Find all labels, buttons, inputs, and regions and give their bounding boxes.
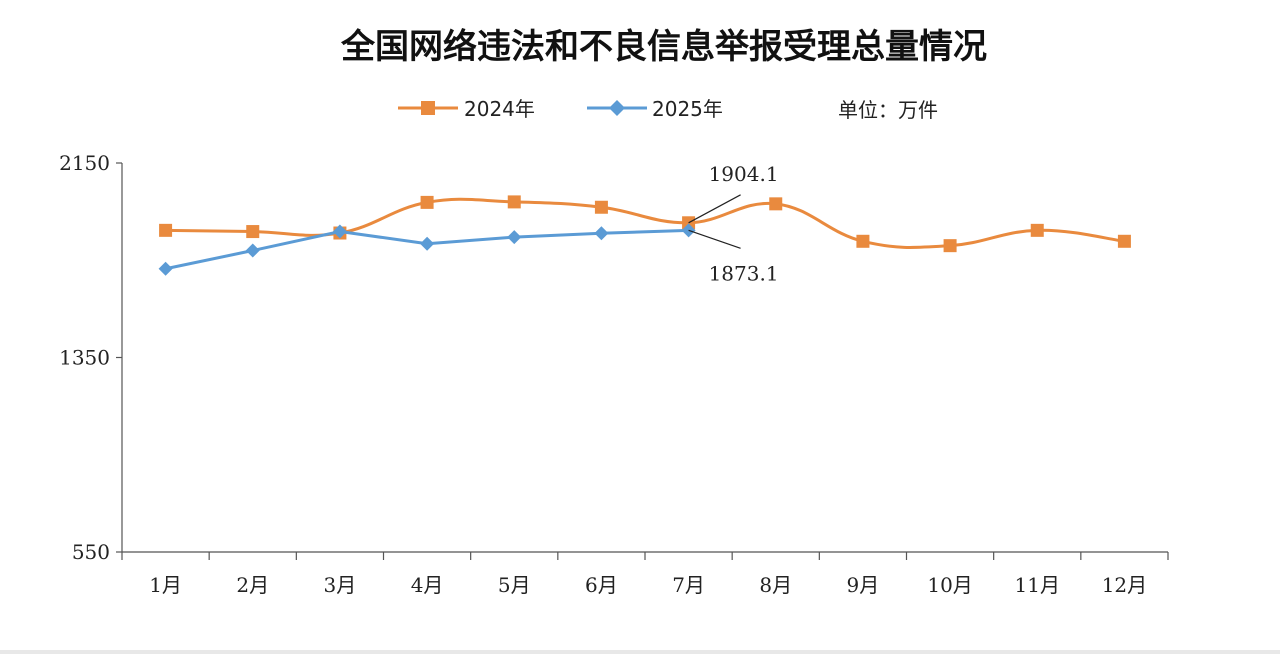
data-point bbox=[1030, 223, 1044, 237]
data-point bbox=[159, 223, 173, 237]
x-tick-label: 4月 bbox=[411, 573, 444, 597]
x-tick-label: 11月 bbox=[1015, 573, 1060, 597]
data-point bbox=[158, 261, 173, 276]
legend: 2024年 2025年 bbox=[398, 97, 723, 121]
y-tick-label: 550 bbox=[72, 540, 110, 564]
series-line bbox=[165, 197, 1125, 249]
chart-title: 全国网络违法和不良信息举报受理总量情况 bbox=[340, 27, 987, 67]
data-point bbox=[769, 197, 783, 211]
data-point bbox=[943, 239, 957, 253]
x-tick-label: 1月 bbox=[149, 573, 182, 597]
legend-label-2025: 2025年 bbox=[652, 97, 723, 121]
data-point bbox=[507, 195, 521, 209]
legend-item-2025: 2025年 bbox=[587, 97, 723, 121]
annotation-label: 1904.1 bbox=[709, 162, 779, 186]
series-layer bbox=[158, 195, 1131, 276]
x-tick-label: 8月 bbox=[759, 573, 792, 597]
legend-marker-2024 bbox=[421, 101, 435, 115]
unit-label: 单位：万件 bbox=[838, 98, 938, 122]
x-tick-label: 5月 bbox=[498, 573, 531, 597]
annotations: 1904.1 1873.1 bbox=[688, 162, 779, 285]
data-point bbox=[594, 226, 609, 241]
x-tick-label: 9月 bbox=[847, 573, 880, 597]
data-point bbox=[420, 195, 434, 209]
data-point bbox=[332, 224, 347, 239]
legend-label-2024: 2024年 bbox=[464, 97, 535, 121]
data-point bbox=[507, 230, 522, 245]
x-ticks: 1月 2月 3月 4月 5月 6月 7月 8月 9月 10月 11月 12月 bbox=[121, 552, 1169, 597]
legend-marker-2025 bbox=[609, 100, 625, 116]
series-2025年 bbox=[158, 223, 696, 276]
x-tick-label: 3月 bbox=[324, 573, 357, 597]
y-tick-label: 1350 bbox=[59, 346, 110, 370]
annotation-label: 1873.1 bbox=[709, 261, 779, 285]
x-tick-label: 7月 bbox=[672, 573, 705, 597]
x-tick-label: 10月 bbox=[927, 573, 972, 597]
annotation-leader bbox=[688, 194, 741, 224]
annotation-leader bbox=[688, 229, 741, 249]
data-point bbox=[1117, 234, 1131, 248]
data-point bbox=[594, 200, 608, 214]
y-tick-label: 2150 bbox=[59, 151, 110, 175]
legend-item-2024: 2024年 bbox=[398, 97, 535, 121]
data-point bbox=[245, 243, 260, 258]
data-point bbox=[246, 225, 260, 239]
data-point bbox=[856, 234, 870, 248]
series-2024年 bbox=[159, 195, 1131, 253]
x-tick-label: 2月 bbox=[236, 573, 269, 597]
data-point bbox=[420, 236, 435, 251]
bottom-strip bbox=[0, 650, 1280, 654]
x-tick-label: 6月 bbox=[585, 573, 618, 597]
y-ticks: 550 1350 2150 bbox=[59, 151, 122, 564]
x-tick-label: 12月 bbox=[1102, 573, 1147, 597]
